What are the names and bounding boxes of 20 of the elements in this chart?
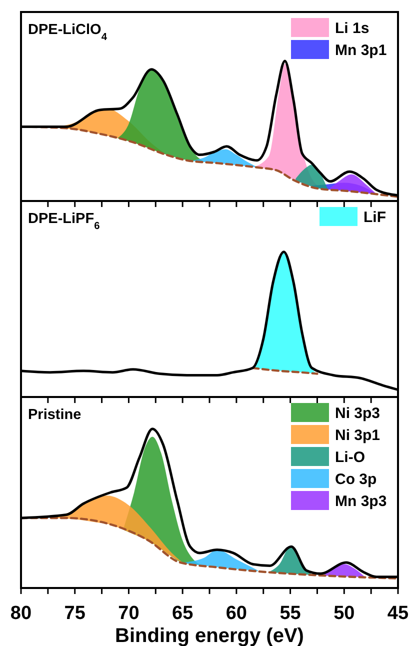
- legend-label: Ni 3p3: [335, 405, 380, 422]
- legend-label: Ni 3p1: [335, 427, 380, 444]
- x-tick-label: 75: [64, 603, 86, 624]
- x-tick-label: 50: [334, 603, 355, 624]
- x-tick-label: 70: [118, 603, 140, 624]
- legend-label: Li-O: [335, 449, 366, 466]
- chart-title: DPE-LiPF$_{6}$: [28, 211, 100, 232]
- chart-title: DPE-LiClO$_{4}$: [28, 22, 108, 42]
- x-axis-title: Binding energy (eV): [115, 625, 304, 646]
- x-tick-label: 45: [387, 603, 409, 624]
- x-tick-label: 55: [280, 603, 302, 624]
- legend-label: LiF: [364, 209, 386, 226]
- legend-label: Li 1s: [335, 20, 370, 37]
- legend-label: Mn 3p3: [335, 493, 387, 510]
- x-tick-label: 60: [226, 603, 247, 624]
- legend-label: Co 3p: [335, 471, 377, 488]
- x-tick-label: 80: [10, 603, 32, 624]
- x-tick-label: 65: [172, 603, 194, 624]
- legend-label: Mn 3p1: [335, 42, 387, 59]
- chart-title: Pristine: [28, 407, 82, 423]
